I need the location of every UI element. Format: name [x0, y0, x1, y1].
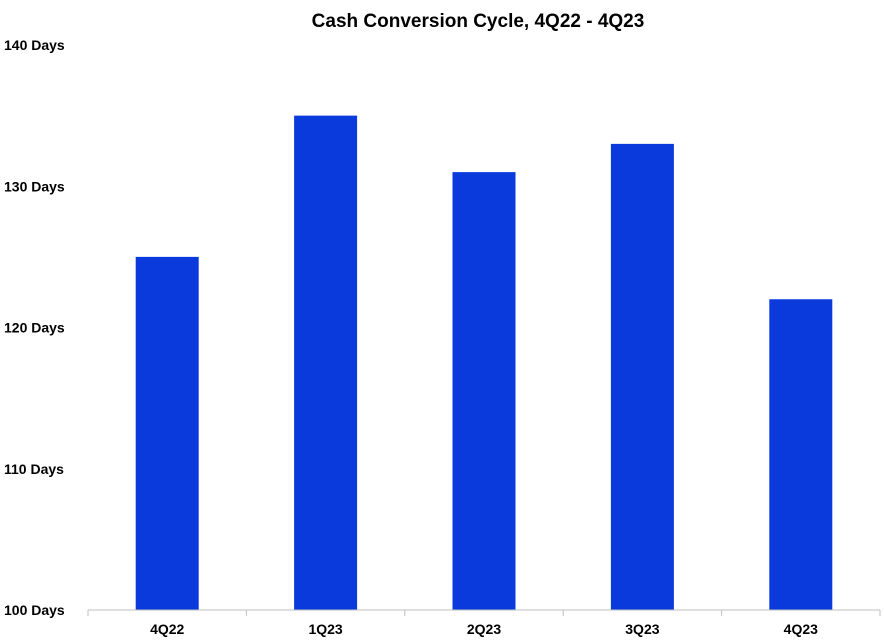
y-tick-label: 100 Days	[4, 602, 65, 618]
y-tick-label: 140 Days	[4, 37, 65, 53]
bar-4q22	[135, 256, 199, 610]
bar-2q23	[452, 172, 516, 610]
x-tick-label: 4Q23	[784, 621, 818, 637]
y-tick-label: 130 Days	[4, 178, 65, 194]
bar-4q23	[769, 299, 833, 610]
x-tick-label: 1Q23	[308, 621, 342, 637]
y-tick-label: 120 Days	[4, 320, 65, 336]
y-tick-label: 110 Days	[4, 461, 64, 477]
chart-title: Cash Conversion Cycle, 4Q22 - 4Q23	[312, 11, 645, 32]
bar-1q23	[294, 115, 358, 610]
x-tick-label: 4Q22	[150, 621, 184, 637]
x-tick-label: 2Q23	[467, 621, 501, 637]
y-axis-ticks: 100 Days 110 Days 120 Days 130 Days 140 Days	[4, 37, 65, 618]
bars-group	[135, 115, 833, 610]
x-tick-label: 3Q23	[625, 621, 659, 637]
x-axis-ticks: 4Q22 1Q23 2Q23 3Q23 4Q23	[87, 610, 881, 637]
bar-3q23	[610, 143, 674, 610]
